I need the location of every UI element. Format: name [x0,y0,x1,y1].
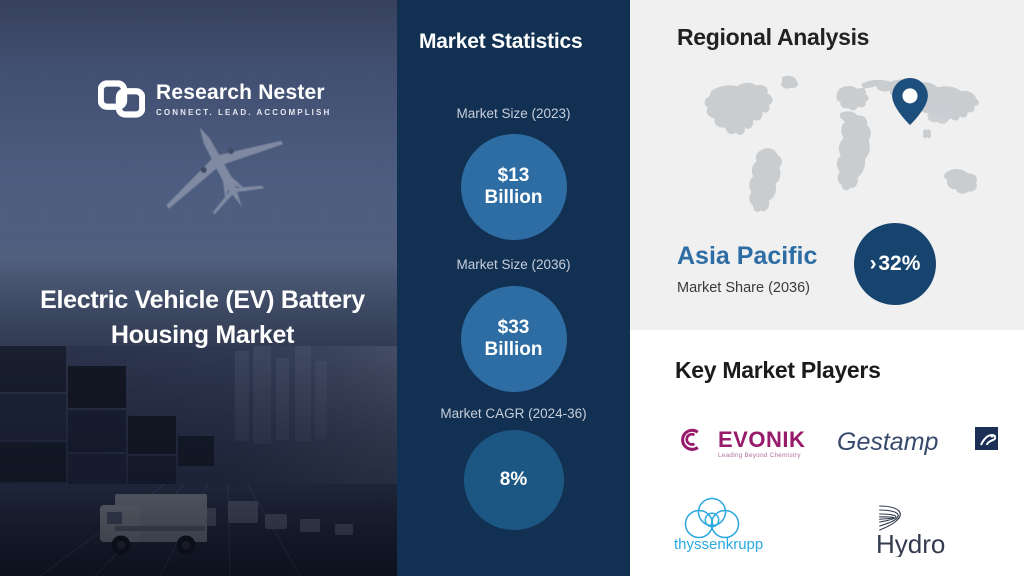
svg-text:Leading Beyond Chemistry: Leading Beyond Chemistry [718,452,801,459]
svg-text:thyssenkrupp: thyssenkrupp [674,536,763,553]
svg-text:Hydro: Hydro [876,529,945,557]
svg-text:EVONIK: EVONIK [718,427,805,452]
svg-text:Gestamp: Gestamp [837,428,939,456]
